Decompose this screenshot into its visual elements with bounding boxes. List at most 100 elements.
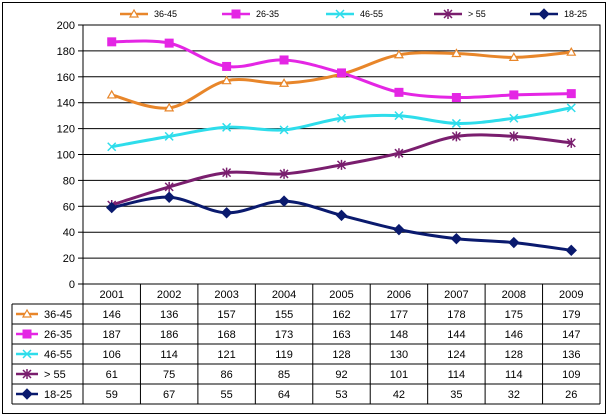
data-label: 136: [562, 349, 580, 361]
y-tick-label: 20: [63, 253, 75, 265]
data-label: 109: [562, 369, 580, 381]
table-legend-marker: [22, 329, 32, 339]
data-label: 85: [278, 369, 290, 381]
data-point: [107, 142, 117, 152]
data-point: [566, 137, 576, 148]
data-point: [220, 207, 233, 219]
data-point: [393, 49, 404, 59]
data-label: 187: [103, 329, 121, 341]
data-label: 42: [393, 389, 405, 401]
data-point: [222, 122, 232, 132]
data-point: [163, 191, 175, 203]
y-tick-label: 140: [57, 98, 75, 110]
data-point: [509, 113, 519, 123]
y-tick-label: 60: [63, 201, 75, 213]
x-tick-label: 2006: [387, 289, 411, 301]
data-label: 121: [217, 349, 235, 361]
data-point: [508, 52, 519, 61]
data-label: 128: [505, 349, 523, 361]
data-label: 186: [160, 329, 178, 341]
y-tick-label: 0: [69, 279, 75, 291]
y-tick-label: 180: [57, 46, 75, 58]
data-point: [509, 90, 519, 100]
data-label: 53: [335, 389, 347, 401]
legend-label: 18-25: [564, 9, 587, 19]
data-point: [451, 93, 461, 103]
data-point: [393, 223, 405, 236]
data-label: 130: [390, 349, 408, 361]
data-label: 124: [447, 349, 465, 361]
table-legend-marker: [22, 349, 32, 359]
data-label: 114: [160, 349, 178, 361]
x-tick-label: 2008: [502, 289, 526, 301]
legend-marker: [443, 9, 453, 19]
y-tick-label: 40: [63, 227, 75, 239]
x-tick-label: 2007: [444, 289, 468, 301]
data-label: 179: [562, 309, 580, 321]
legend-label: 26-35: [256, 9, 279, 19]
data-point: [278, 195, 290, 207]
y-tick-label: 100: [57, 150, 75, 162]
data-point: [337, 68, 346, 78]
data-label: 146: [505, 329, 523, 341]
data-label: 163: [332, 329, 350, 341]
data-point: [451, 48, 462, 58]
data-point: [566, 103, 576, 113]
x-tick-label: 2004: [272, 289, 296, 301]
data-label: 26: [565, 389, 577, 401]
data-label: 67: [163, 389, 175, 401]
data-point: [451, 131, 461, 142]
data-label: 86: [220, 369, 232, 381]
data-point: [336, 159, 347, 170]
data-label: 59: [106, 389, 118, 401]
data-point: [565, 244, 577, 257]
data-label: 157: [217, 309, 235, 321]
data-label: 177: [390, 309, 408, 321]
data-label: 144: [447, 329, 465, 341]
table-series-label: 26-35: [44, 329, 72, 341]
y-tick-label: 80: [63, 175, 75, 187]
data-point: [336, 113, 347, 123]
x-tick-label: 2003: [214, 289, 238, 301]
data-point: [279, 168, 289, 179]
data-label: 148: [390, 329, 408, 341]
data-label: 92: [335, 369, 347, 381]
data-label: 32: [508, 389, 520, 401]
data-label: 178: [447, 309, 465, 321]
data-point: [394, 148, 404, 159]
legend-label: 36-45: [154, 9, 177, 19]
data-label: 128: [332, 349, 350, 361]
table-legend-marker: [21, 388, 33, 400]
data-label: 155: [275, 309, 293, 321]
data-point: [106, 89, 117, 99]
legend-marker: [128, 8, 140, 18]
legend-label: > 55: [468, 9, 486, 19]
legend-marker: [538, 8, 550, 20]
y-tick-label: 200: [57, 20, 75, 32]
data-label: 173: [275, 329, 293, 341]
table-series-label: 46-55: [44, 349, 72, 361]
data-point: [279, 125, 289, 135]
data-label: 168: [217, 329, 235, 341]
data-point: [509, 131, 519, 142]
data-label: 101: [390, 369, 408, 381]
data-point: [451, 118, 461, 128]
y-tick-label: 120: [57, 124, 75, 136]
data-label: 119: [275, 349, 293, 361]
data-point: [394, 111, 404, 121]
data-label: 114: [448, 369, 466, 381]
data-point: [221, 75, 232, 85]
data-point: [508, 236, 520, 249]
data-point: [335, 209, 348, 222]
table-legend-marker: [22, 369, 32, 379]
data-point: [164, 38, 174, 48]
data-label: 136: [160, 309, 178, 321]
x-tick-label: 2002: [157, 289, 181, 301]
legend-marker: [335, 9, 345, 19]
x-tick-label: 2001: [99, 289, 123, 301]
data-label: 106: [103, 349, 121, 361]
data-point: [107, 37, 117, 47]
data-point: [394, 87, 404, 97]
data-label: 35: [450, 389, 462, 401]
data-point: [164, 102, 175, 112]
